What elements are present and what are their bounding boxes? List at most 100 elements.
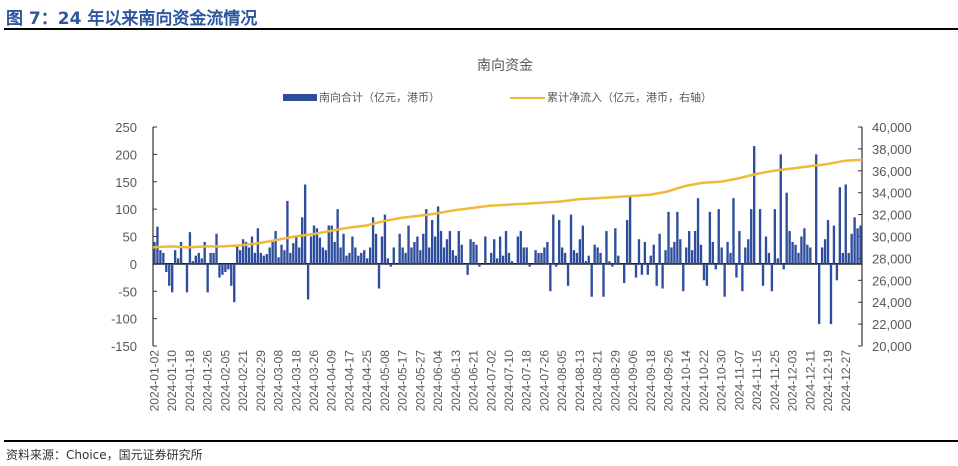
- bar: [386, 258, 390, 264]
- bar: [776, 258, 779, 264]
- x-tick-label: 2024-03-26: [307, 350, 321, 412]
- bar: [454, 255, 457, 264]
- bar: [425, 209, 428, 264]
- bar: [221, 263, 224, 275]
- cumulative-line: [152, 158, 863, 249]
- bar: [351, 236, 354, 264]
- bar: [593, 244, 596, 264]
- bar: [646, 263, 649, 275]
- bar: [617, 255, 620, 264]
- bar: [274, 231, 277, 264]
- bar: [516, 236, 520, 264]
- bar: [699, 244, 703, 264]
- legend: 南向合计（亿元，港币） 累计净流入（亿元，港币，右轴）: [283, 90, 712, 104]
- right-tick-label: 24,000: [872, 295, 912, 310]
- figure-title: 图 7：24 年以来南向资金流情况: [6, 9, 258, 29]
- bar: [705, 263, 709, 286]
- right-tick-label: 28,000: [872, 251, 912, 266]
- bar: [191, 261, 195, 264]
- left-tick-label: -100: [111, 312, 137, 327]
- bar: [265, 254, 268, 264]
- bar: [578, 239, 582, 264]
- bar: [490, 252, 493, 264]
- x-tick-label: 2024-06-21: [467, 350, 481, 412]
- bar: [165, 263, 168, 273]
- bar: [442, 247, 446, 264]
- bar: [708, 211, 712, 264]
- bar: [298, 247, 301, 264]
- bar: [495, 258, 499, 264]
- x-tick-label: 2024-06-13: [449, 350, 463, 412]
- bar: [303, 184, 307, 264]
- bar: [306, 263, 310, 300]
- bar: [342, 233, 345, 264]
- bar: [752, 146, 756, 264]
- bar: [625, 220, 629, 264]
- bar: [315, 228, 319, 264]
- bar: [829, 263, 833, 325]
- x-tick-label: 2024-01-18: [183, 350, 197, 412]
- bar: [339, 247, 342, 264]
- bar: [850, 233, 853, 264]
- bar: [714, 263, 717, 270]
- bar: [383, 214, 387, 264]
- bar: [295, 236, 298, 264]
- bar: [702, 263, 706, 281]
- bar: [241, 239, 245, 264]
- left-tick-label: 50: [123, 230, 137, 245]
- bar: [602, 263, 605, 297]
- bar: [856, 228, 859, 264]
- bar: [566, 263, 570, 286]
- left-tick-label: 200: [115, 147, 137, 162]
- chart: 南向资金 南向合计（亿元，港币） 累计净流入（亿元，港币，右轴） 250 200 1…: [111, 57, 912, 412]
- bar: [430, 220, 434, 264]
- bar: [575, 252, 579, 264]
- bar: [283, 250, 286, 264]
- x-tick-label: 2024-08-05: [555, 350, 569, 412]
- bar: [392, 247, 395, 264]
- bar: [357, 255, 360, 264]
- bar: [572, 250, 576, 264]
- bar: [640, 263, 644, 275]
- bar: [761, 263, 765, 286]
- bar: [803, 228, 806, 264]
- bar: [327, 225, 330, 264]
- bar: [764, 236, 768, 264]
- bar: [318, 237, 322, 264]
- bar: [788, 231, 791, 264]
- bar: [844, 184, 847, 264]
- bar: [377, 263, 381, 289]
- bar: [336, 209, 339, 264]
- x-tick-label: 2024-05-17: [396, 350, 410, 412]
- bar: [460, 244, 463, 264]
- bar: [324, 250, 327, 264]
- bar: [658, 233, 661, 264]
- x-tick-label: 2024-03-18: [289, 350, 303, 412]
- bar: [590, 263, 593, 297]
- right-tick-label: 36,000: [872, 164, 912, 179]
- bar: [224, 263, 227, 273]
- bar: [859, 225, 862, 264]
- bar: [321, 247, 325, 264]
- x-tick-label: 2024-08-21: [591, 350, 605, 412]
- bar: [667, 211, 670, 264]
- bar: [179, 241, 183, 264]
- bar: [596, 247, 599, 264]
- bar: [501, 255, 505, 264]
- bar: [652, 244, 655, 264]
- bar: [401, 247, 404, 264]
- bar: [469, 239, 472, 264]
- x-tick-label: 2024-09-26: [662, 350, 676, 412]
- bar: [510, 261, 514, 264]
- bar: [732, 198, 735, 264]
- bar: [244, 241, 248, 264]
- right-tick-label: 40,000: [872, 120, 912, 135]
- x-tick-label: 2024-11-25: [768, 350, 782, 411]
- bar: [711, 241, 714, 264]
- bar: [841, 252, 844, 264]
- bar: [404, 252, 407, 264]
- bar: [847, 252, 850, 264]
- bar: [173, 250, 177, 264]
- x-tick-label: 2024-12-27: [839, 350, 853, 412]
- bar: [676, 211, 679, 264]
